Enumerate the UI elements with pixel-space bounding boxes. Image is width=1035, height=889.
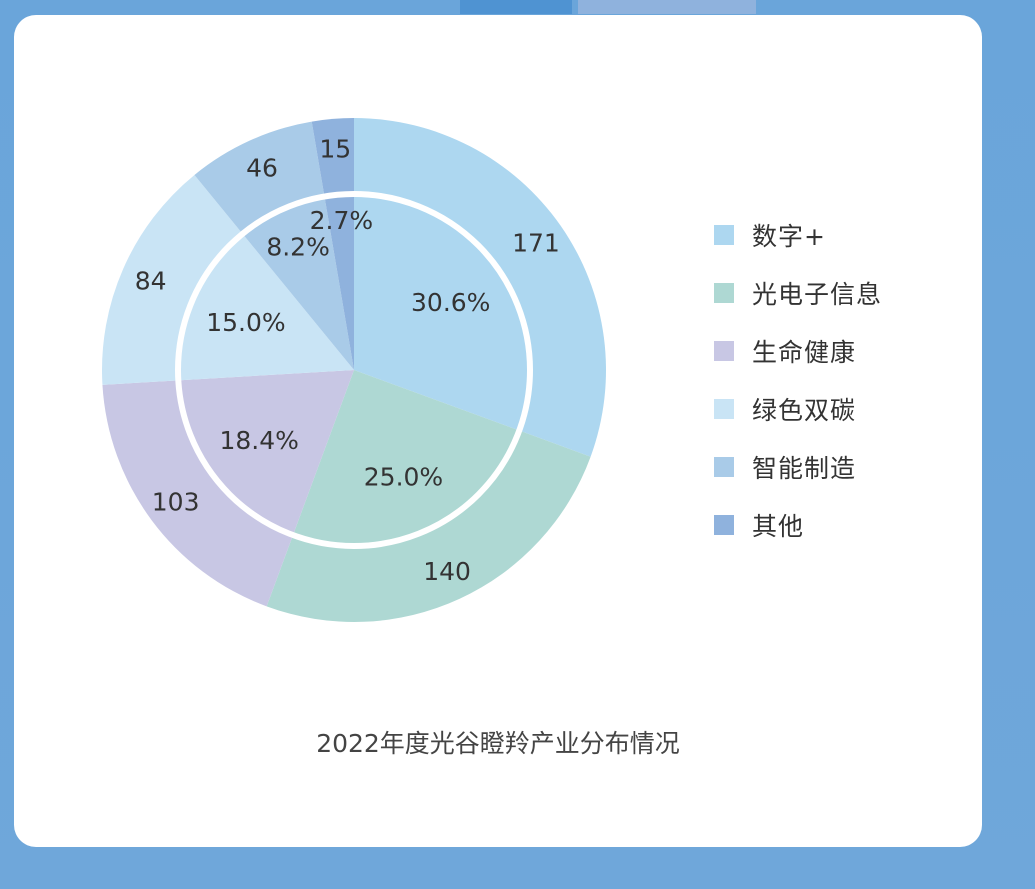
percent-label: 2.7% [310,206,374,235]
chart-title: 2022年度光谷瞪羚产业分布情况 [316,729,680,758]
legend-item: 其他 [714,496,882,554]
legend-label: 智能制造 [752,454,857,483]
legend-label: 数字+ [752,222,826,251]
legend-item: 生命健康 [714,322,882,380]
value-label: 15 [319,134,351,163]
legend-swatch [714,341,734,361]
legend-label: 生命健康 [752,338,857,367]
value-label: 84 [135,266,167,295]
legend-swatch [714,225,734,245]
value-label: 103 [152,488,200,517]
value-label: 171 [512,228,560,257]
legend-label: 光电子信息 [752,280,883,309]
legend-item: 数字+ [714,206,882,264]
legend-label: 其他 [752,512,805,541]
inner-ring-separator [175,191,533,549]
percent-label: 25.0% [364,463,443,492]
value-label: 46 [246,153,278,182]
legend-label: 绿色双碳 [752,396,857,425]
background-tab-right [578,0,756,14]
percent-label: 18.4% [219,426,298,455]
pie-slice [194,121,354,370]
percent-label: 8.2% [266,233,330,262]
percent-labels: 30.6% 25.0% 18.4% 15.0% 8.2%2.7% [206,206,490,492]
legend-item: 绿色双碳 [714,380,882,438]
legend-item: 智能制造 [714,438,882,496]
legend-swatch [714,457,734,477]
pie-slice [102,174,354,385]
pie-slice [102,370,354,607]
legend-swatch [714,515,734,535]
value-labels: 171 140 103 84 46 15 [135,134,560,586]
legend-swatch [714,283,734,303]
chart-legend: 数字+ 光电子信息 生命健康 绿色双碳 智能制造 其他 [714,206,882,554]
value-label: 140 [423,557,471,586]
percent-label: 15.0% [206,308,285,337]
pie-slice [311,118,354,370]
pie-slice [266,370,591,622]
percent-label: 30.6% [411,288,490,317]
legend-item: 光电子信息 [714,264,882,322]
legend-swatch [714,399,734,419]
background-tab-left [460,0,572,14]
